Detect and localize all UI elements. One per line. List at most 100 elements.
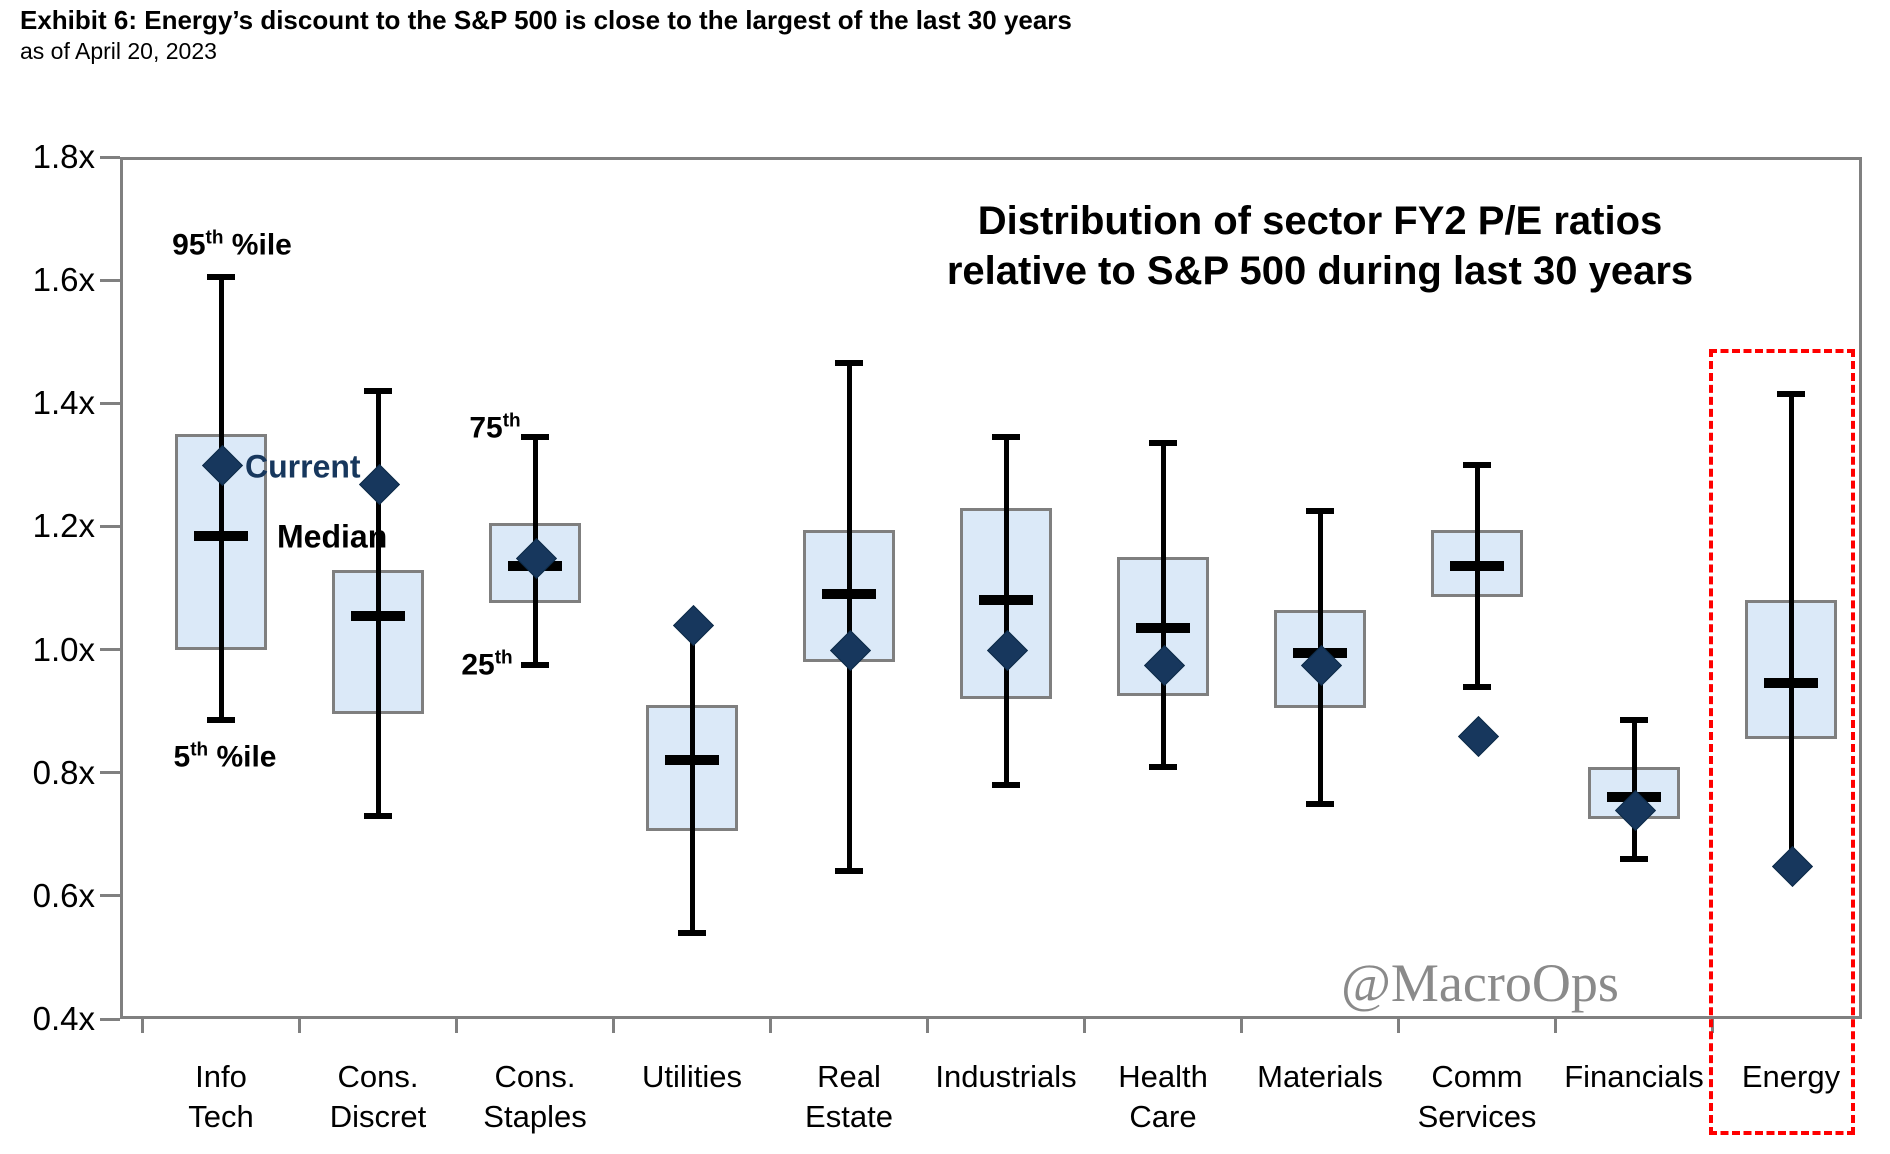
annotation-median-label: Median	[277, 518, 388, 555]
y-tick-label-0-6x: 0.6x	[32, 876, 95, 914]
whisker-cap-high-financials	[1620, 717, 1648, 724]
whisker-cap-high-comm-services	[1463, 461, 1491, 468]
y-tick-mark-1-8x	[100, 155, 120, 159]
plot-area-frame	[120, 157, 1862, 1019]
whisker-cap-high-energy	[1777, 391, 1805, 398]
x-axis-label-line: Financials	[1564, 1059, 1704, 1094]
annotation-25th-percentile-label: 25th	[461, 647, 513, 682]
whisker-cap-low-cons-discret	[364, 812, 392, 819]
whisker-utilities	[689, 624, 695, 933]
median-tick-real-estate	[822, 589, 876, 600]
y-tick-label-1-0x: 1.0x	[32, 630, 95, 668]
x-axis-label-line: Health	[1118, 1059, 1208, 1094]
x-axis-label-line: Industrials	[935, 1059, 1077, 1094]
y-tick-mark-0-6x	[100, 894, 120, 898]
whisker-cap-high-cons-staples	[521, 434, 549, 441]
x-axis-label-line: Energy	[1741, 1059, 1841, 1094]
y-tick-label-1-2x: 1.2x	[32, 507, 95, 545]
median-tick-comm-services	[1450, 561, 1504, 572]
x-axis-label-line: Staples	[483, 1099, 587, 1134]
median-tick-industrials	[979, 595, 1033, 606]
x-axis-label-health-care: Health Care	[1118, 1057, 1208, 1137]
x-axis-label-comm-services: Comm Services	[1418, 1057, 1537, 1137]
whisker-cap-high-materials	[1306, 508, 1334, 515]
whisker-cap-high-real-estate	[835, 360, 863, 367]
x-axis-label-line: Estate	[805, 1099, 893, 1134]
whisker-cap-low-real-estate	[835, 868, 863, 875]
annotation-95th-percentile-label: 95th %ile	[172, 227, 292, 262]
whisker-health-care	[1160, 443, 1166, 767]
whisker-cap-low-materials	[1306, 800, 1334, 807]
x-axis-label-utilities: Utilities	[642, 1057, 742, 1097]
chart-title-line2: relative to S&P 500 during last 30 years	[946, 249, 1694, 293]
whisker-comm-services	[1474, 464, 1480, 687]
whisker-cap-low-comm-services	[1463, 683, 1491, 690]
whisker-cap-low-cons-staples	[521, 661, 549, 668]
x-axis-label-line: Comm	[1431, 1059, 1523, 1094]
annotation-5th-percentile-label: 5th %ile	[173, 739, 277, 774]
whisker-cap-high-info-tech	[207, 274, 235, 281]
whisker-info-tech	[218, 277, 224, 721]
y-tick-label-1-6x: 1.6x	[32, 261, 95, 299]
exhibit-date: as of April 20, 2023	[20, 38, 217, 64]
whisker-cap-low-info-tech	[207, 717, 235, 724]
median-tick-energy	[1764, 678, 1818, 689]
y-tick-mark-0-4x	[100, 1017, 120, 1021]
x-tick-mark-3	[612, 1019, 615, 1033]
y-tick-mark-1-0x	[100, 648, 120, 652]
whisker-cap-low-industrials	[992, 782, 1020, 789]
x-axis-label-line: Info	[195, 1059, 247, 1094]
y-tick-label-0-8x: 0.8x	[32, 753, 95, 791]
whisker-cap-low-health-care	[1149, 763, 1177, 770]
whisker-cap-high-industrials	[992, 434, 1020, 441]
y-tick-label-1-4x: 1.4x	[32, 384, 95, 422]
x-axis-label-line: Cons.	[494, 1059, 576, 1094]
whisker-cap-high-cons-discret	[364, 387, 392, 394]
x-axis-label-financials: Financials	[1564, 1057, 1704, 1097]
chart-title-line1: Distribution of sector FY2 P/E ratios	[977, 199, 1663, 243]
x-tick-mark-1	[298, 1019, 301, 1033]
x-axis-label-line: Care	[1129, 1099, 1197, 1134]
x-axis-label-materials: Materials	[1257, 1057, 1383, 1097]
y-tick-label-1-8x: 1.8x	[32, 138, 95, 175]
whisker-cap-low-utilities	[678, 929, 706, 936]
whisker-cons-discret	[375, 390, 381, 816]
whisker-energy	[1788, 394, 1794, 866]
watermark: @MacroOps	[1341, 953, 1619, 1013]
y-tick-mark-1-6x	[100, 278, 120, 282]
x-tick-mark-7	[1240, 1019, 1243, 1033]
median-tick-cons-discret	[351, 610, 405, 621]
x-axis-label-line: Materials	[1257, 1059, 1383, 1094]
x-axis-label-line: Discret	[329, 1099, 427, 1134]
y-tick-mark-1-2x	[100, 524, 120, 528]
median-tick-health-care	[1136, 623, 1190, 634]
y-tick-mark-1-4x	[100, 401, 120, 405]
chart-title: Distribution of sector FY2 P/E ratios re…	[770, 196, 1870, 296]
x-axis-label-line: Real	[817, 1059, 881, 1094]
whisker-real-estate	[846, 363, 852, 872]
whisker-cap-high-health-care	[1149, 440, 1177, 447]
x-axis-label-industrials: Industrials	[935, 1057, 1076, 1097]
highlight-box-energy	[1709, 349, 1855, 1135]
x-axis-label-energy: Energy	[1742, 1057, 1840, 1097]
median-tick-utilities	[665, 755, 719, 766]
x-tick-mark-9	[1554, 1019, 1557, 1033]
x-axis-label-cons-discret: Cons. Discret	[330, 1057, 426, 1137]
x-axis-label-info-tech: Info Tech	[188, 1057, 253, 1137]
x-tick-mark-2	[455, 1019, 458, 1033]
x-axis-label-line: Cons.	[337, 1059, 419, 1094]
x-tick-mark-4	[769, 1019, 772, 1033]
exhibit-title: Exhibit 6: Energy’s discount to the S&P …	[20, 5, 1072, 35]
whisker-financials	[1631, 720, 1637, 859]
x-axis-label-line: Tech	[188, 1099, 254, 1134]
x-axis-label-cons-staples: Cons. Staples	[483, 1057, 586, 1137]
whisker-industrials	[1003, 437, 1009, 786]
x-axis-label-line: Services	[1417, 1099, 1537, 1134]
x-tick-mark-8	[1397, 1019, 1400, 1033]
whisker-cap-low-financials	[1620, 855, 1648, 862]
y-tick-mark-0-8x	[100, 771, 120, 775]
x-axis-label-real-estate: Real Estate	[805, 1057, 893, 1137]
x-tick-mark-5	[926, 1019, 929, 1033]
annotation-75th-percentile-label: 75th	[469, 410, 521, 445]
